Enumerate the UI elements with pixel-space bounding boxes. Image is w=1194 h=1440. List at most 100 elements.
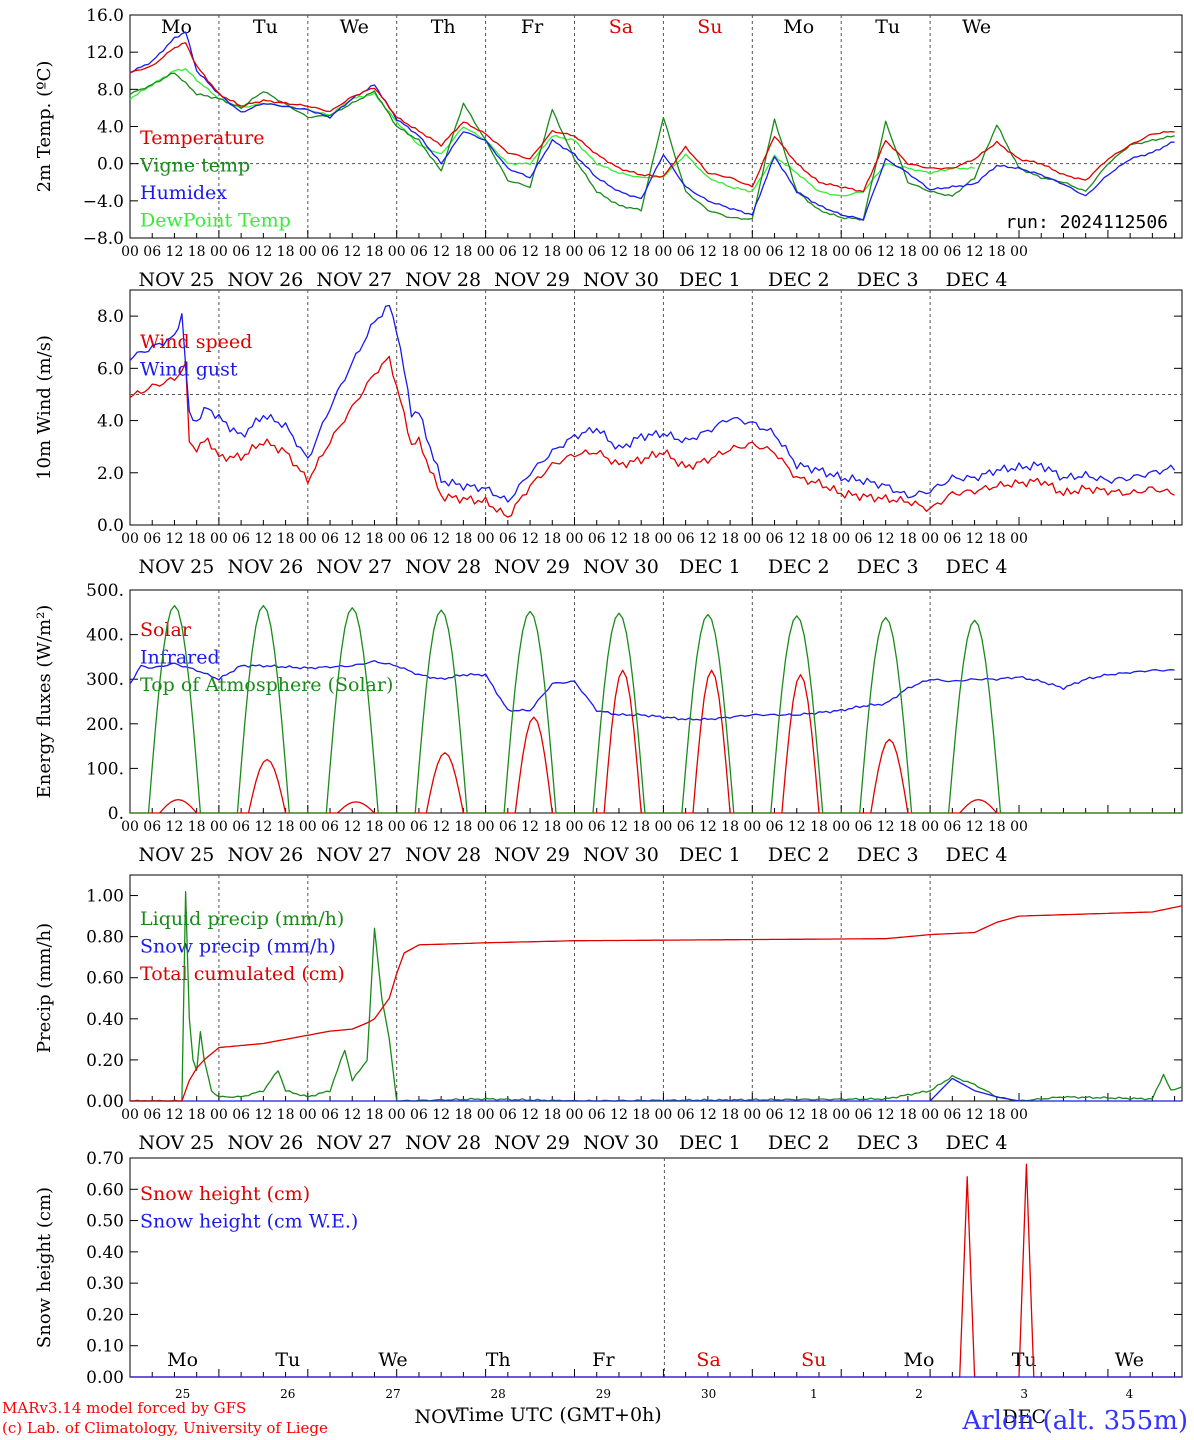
hour-tick-label: 00 (299, 531, 317, 547)
series-line-wind-wind-speed (129, 355, 1175, 518)
hour-tick-label: 18 (188, 819, 206, 835)
date-label: NOV 27 (316, 1132, 392, 1154)
hour-tick-label: 00 (654, 244, 672, 260)
hour-tick-label: 12 (699, 819, 717, 835)
hour-tick-label: 12 (788, 819, 806, 835)
hour-tick-label: 12 (966, 819, 984, 835)
weekday-label-bottom: Mo (904, 1349, 935, 1371)
hour-tick-label: 00 (1010, 1107, 1028, 1123)
hour-tick-label: 06 (143, 1107, 161, 1123)
y-tick-label: 0.20 (86, 1051, 124, 1071)
weekday-label: Fr (521, 16, 544, 38)
hour-tick-label: 18 (899, 244, 917, 260)
hour-tick-label: 00 (566, 819, 584, 835)
hour-tick-label: 00 (743, 1107, 761, 1123)
hour-tick-label: 06 (855, 1107, 873, 1123)
hour-tick-label: 06 (410, 531, 428, 547)
hour-tick-label: 12 (343, 531, 361, 547)
date-label: NOV 29 (494, 269, 570, 291)
weekday-label-bottom: Tu (275, 1349, 300, 1371)
hour-tick-label: 00 (743, 531, 761, 547)
hour-tick-label: 12 (966, 531, 984, 547)
hour-tick-label: 12 (788, 1107, 806, 1123)
hour-tick-label: 06 (766, 244, 784, 260)
series-line-temp-temperature (129, 42, 1175, 193)
weekday-label: We (340, 16, 369, 38)
y-tick-label: 16.0 (86, 6, 124, 26)
hour-tick-label: 06 (766, 819, 784, 835)
day-number-label: 30 (701, 1387, 716, 1401)
hour-tick-label: 12 (877, 819, 895, 835)
hour-tick-label: 00 (1010, 244, 1028, 260)
hour-tick-label: 06 (855, 244, 873, 260)
hour-tick-label: 12 (877, 531, 895, 547)
hour-tick-label: 00 (921, 244, 939, 260)
hour-tick-label: 06 (943, 531, 961, 547)
hour-tick-label: 12 (610, 531, 628, 547)
station-label: Arlon (alt. 355m) (962, 1406, 1188, 1436)
y-tick-label: 200. (86, 715, 124, 735)
hour-tick-label: 12 (166, 1107, 184, 1123)
y-tick-label: 0.80 (86, 928, 124, 948)
plot-frame-temp (129, 14, 1183, 239)
hour-tick-label: 12 (521, 819, 539, 835)
hour-tick-label: 00 (388, 244, 406, 260)
series-line-precip-total-cumulated-cm (130, 905, 1183, 1102)
hour-tick-label: 00 (921, 819, 939, 835)
hour-tick-label: 18 (543, 531, 561, 547)
month-label: DEC (1002, 1406, 1046, 1428)
hour-tick-label: 00 (832, 819, 850, 835)
hour-tick-label: 06 (588, 531, 606, 547)
x-axis-title: Time UTC (GMT+0h) (456, 1404, 662, 1426)
y-tick-label: 0.00 (86, 1368, 124, 1388)
hour-tick-label: 06 (410, 1107, 428, 1123)
hour-tick-label: 00 (654, 531, 672, 547)
hour-tick-label: 12 (254, 531, 272, 547)
hour-tick-label: 12 (166, 244, 184, 260)
hour-tick-label: 00 (743, 819, 761, 835)
legend-entry: Snow height (cm) (140, 1183, 310, 1205)
date-label: NOV 29 (494, 556, 570, 578)
weekday-label: Su (697, 16, 722, 38)
hour-tick-label: 06 (232, 531, 250, 547)
date-label: NOV 29 (494, 844, 570, 866)
date-label: NOV 28 (405, 1132, 481, 1154)
date-label: NOV 28 (405, 844, 481, 866)
hour-tick-label: 00 (388, 531, 406, 547)
hour-tick-label: 18 (810, 1107, 828, 1123)
hour-tick-label: 12 (343, 244, 361, 260)
plot-frame-energy (129, 589, 1183, 814)
y-axis-label: 2m Temp. (ºC) (34, 61, 55, 193)
date-label: NOV 26 (227, 844, 303, 866)
hour-tick-label: 06 (499, 819, 517, 835)
hour-tick-label: 18 (899, 1107, 917, 1123)
y-tick-label: 0.50 (86, 1212, 124, 1232)
y-tick-label: 0.10 (86, 1337, 124, 1357)
y-tick-label: 0. (108, 804, 124, 824)
hour-tick-label: 12 (343, 819, 361, 835)
date-label: NOV 27 (316, 844, 392, 866)
hour-tick-label: 00 (121, 531, 139, 547)
hour-tick-label: 00 (210, 1107, 228, 1123)
date-label: NOV 28 (405, 269, 481, 291)
weekday-label-bottom: Fr (592, 1349, 615, 1371)
weekday-label: We (962, 16, 991, 38)
date-label: DEC 2 (768, 1132, 830, 1154)
hour-tick-label: 06 (232, 1107, 250, 1123)
hour-tick-label: 00 (121, 819, 139, 835)
hour-tick-label: 00 (654, 819, 672, 835)
hour-tick-label: 06 (855, 819, 873, 835)
hour-tick-label: 12 (432, 244, 450, 260)
weekday-label-bottom: Sa (696, 1349, 720, 1371)
hour-tick-label: 00 (388, 819, 406, 835)
hour-tick-label: 06 (677, 819, 695, 835)
date-label: DEC 3 (857, 269, 919, 291)
hour-tick-label: 00 (121, 1107, 139, 1123)
date-label: DEC 4 (946, 844, 1008, 866)
hour-tick-label: 18 (988, 244, 1006, 260)
hour-tick-label: 18 (988, 1107, 1006, 1123)
date-label: NOV 25 (139, 556, 215, 578)
date-label: DEC 2 (768, 844, 830, 866)
hour-tick-label: 12 (432, 819, 450, 835)
series-line-temp-vigne-temp (129, 72, 1175, 221)
